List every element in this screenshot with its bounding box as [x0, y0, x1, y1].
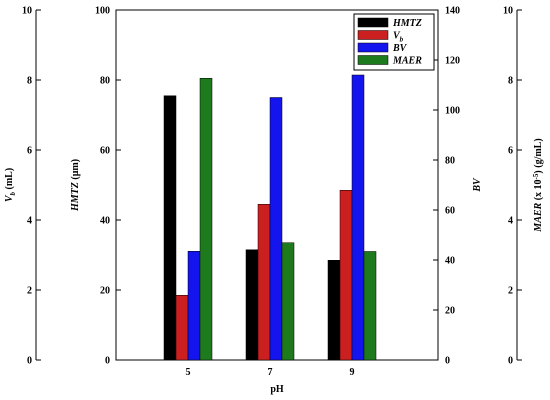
- x-tick-label: 5: [186, 367, 191, 378]
- bar-bv-9: [351, 74, 365, 361]
- bv-tick-label: 40: [445, 256, 455, 267]
- maer-tick-label: 10: [503, 6, 513, 17]
- legend-label-v: Vb: [393, 31, 404, 44]
- bv-tick-label: 0: [445, 356, 450, 367]
- x-tick-label: 9: [350, 367, 355, 378]
- bar-v-7: [257, 204, 271, 361]
- legend-swatch-hmtz: [357, 17, 389, 28]
- legend-label-maer: MAER: [392, 56, 422, 67]
- maer-tick-label: 0: [508, 356, 513, 367]
- vb-tick-label: 4: [27, 216, 32, 227]
- bar-v-5: [175, 295, 189, 361]
- bv-axis-title: BV: [472, 177, 483, 193]
- bar-maer-7: [281, 242, 295, 361]
- vb-tick-label: 0: [27, 356, 32, 367]
- maer-tick-label: 6: [508, 146, 513, 157]
- bar-hmtz-9: [327, 260, 341, 361]
- vb-tick-label: 6: [27, 146, 32, 157]
- legend-label-hmtz: HMTZ: [392, 18, 422, 29]
- bar-maer-5: [199, 78, 213, 361]
- bar-hmtz-5: [163, 95, 177, 361]
- bv-tick-label: 80: [445, 156, 455, 167]
- bar-v-9: [339, 190, 353, 361]
- maer-tick-label: 4: [508, 216, 513, 227]
- bv-tick-label: 20: [445, 306, 455, 317]
- hmtz-tick-label: 60: [100, 146, 110, 157]
- vb-tick-label: 10: [22, 6, 32, 17]
- x-axis-title: pH: [270, 384, 284, 395]
- maer-axis-title: MAER (x 10-5) (g/mL): [532, 138, 544, 232]
- bar-bv-5: [187, 251, 201, 361]
- legend-swatch-bv: [357, 42, 389, 53]
- vb-tick-label: 2: [27, 286, 32, 297]
- hmtz-tick-label: 100: [95, 6, 110, 17]
- maer-tick-label: 2: [508, 286, 513, 297]
- bv-tick-label: 100: [445, 106, 460, 117]
- vb-axis-title: Vb (mL): [4, 168, 17, 202]
- hmtz-tick-label: 80: [100, 76, 110, 87]
- bar-maer-9: [363, 251, 377, 361]
- hmtz-tick-label: 20: [100, 286, 110, 297]
- hmtz-tick-label: 40: [100, 216, 110, 227]
- legend-swatch-maer: [357, 55, 389, 65]
- bar-bv-7: [269, 97, 283, 361]
- hmtz-axis-title: HMTZ (μm): [70, 159, 81, 212]
- bar-hmtz-7: [245, 249, 259, 361]
- x-tick-label: 7: [268, 367, 273, 378]
- vb-tick-label: 8: [27, 76, 32, 87]
- hmtz-tick-label: 0: [105, 356, 110, 367]
- bv-tick-label: 140: [445, 6, 460, 17]
- maer-tick-label: 8: [508, 76, 513, 87]
- bv-tick-label: 120: [445, 56, 460, 67]
- bv-tick-label: 60: [445, 206, 455, 217]
- legend-label-bv: BV: [392, 43, 408, 54]
- legend-swatch-v: [357, 30, 389, 40]
